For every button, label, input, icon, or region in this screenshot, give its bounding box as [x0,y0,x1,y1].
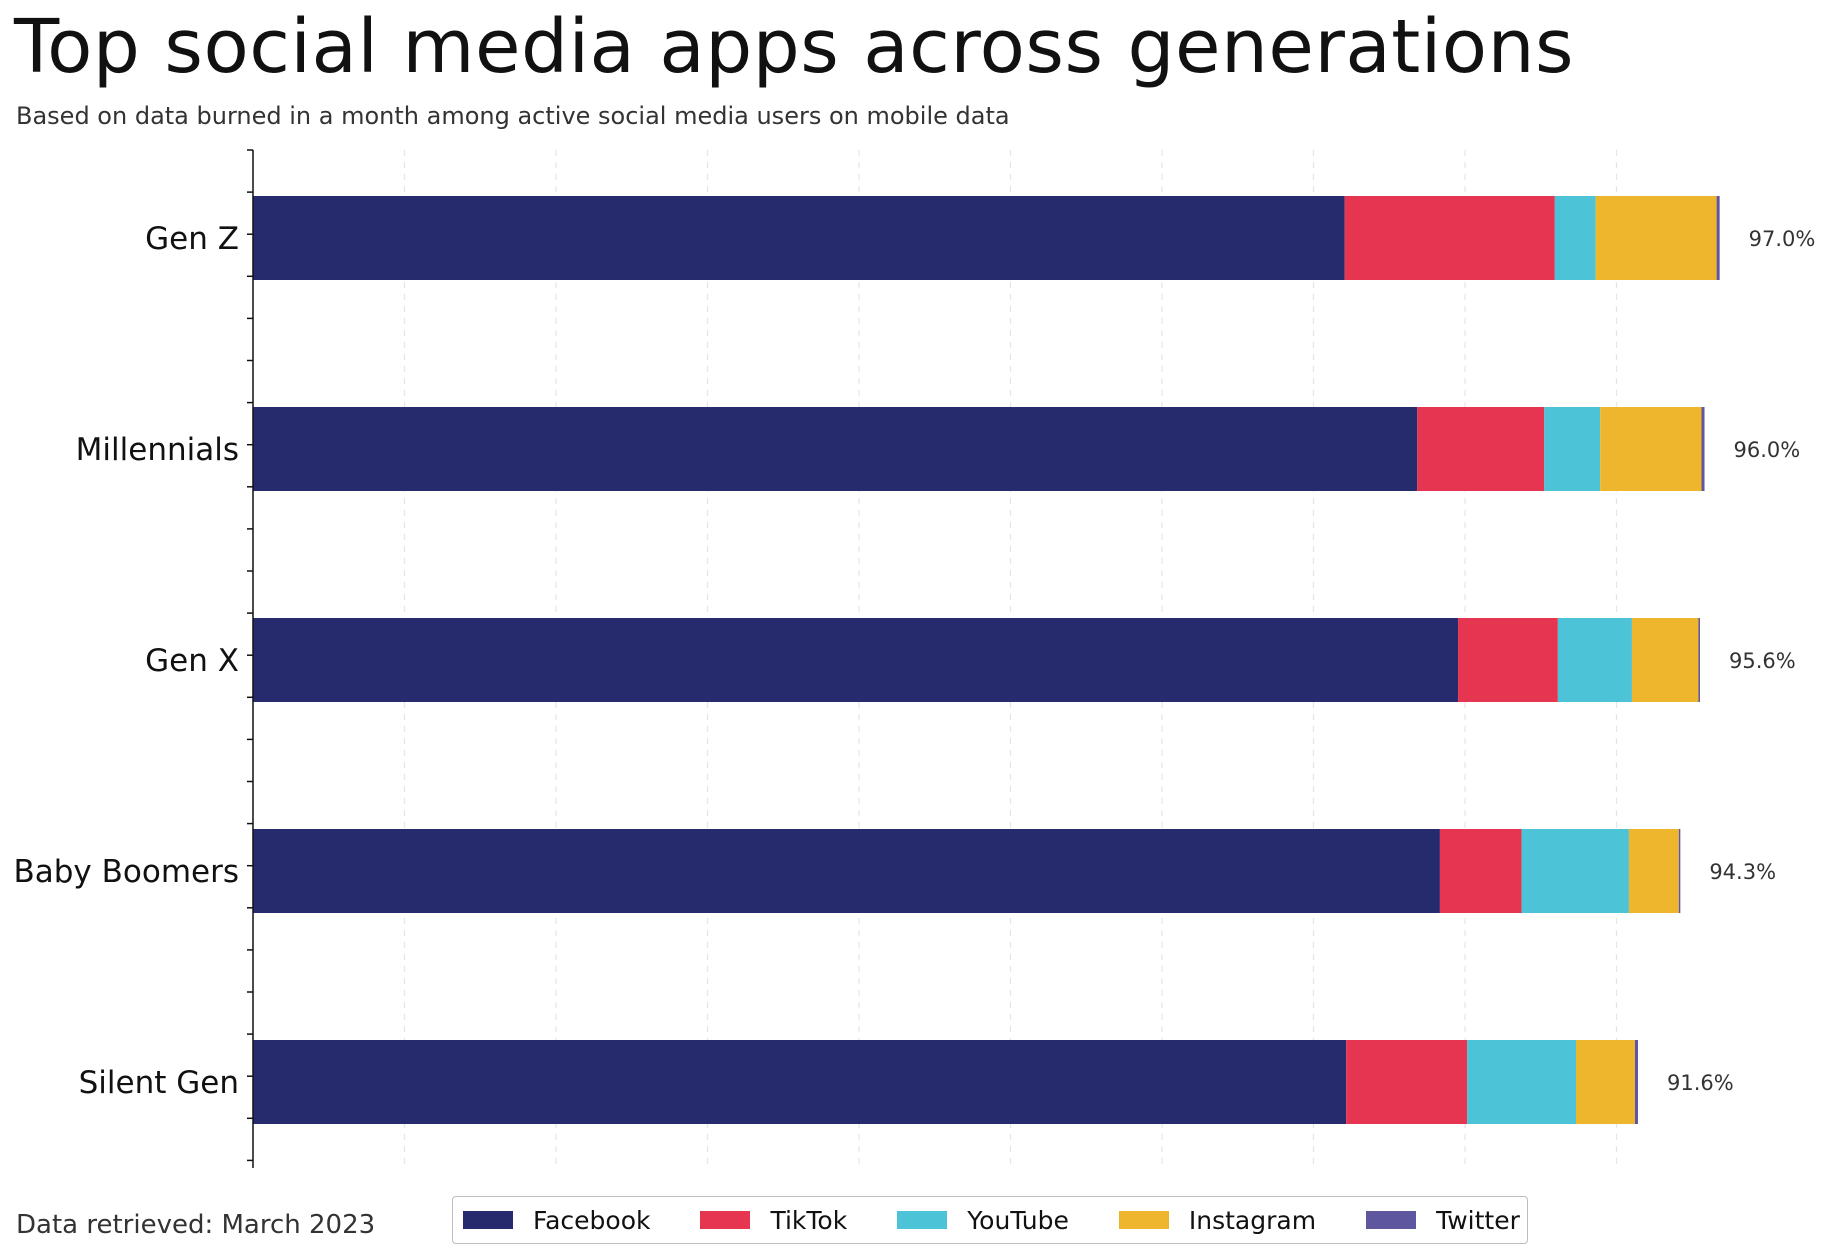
bar-segment-tiktok [1346,1040,1468,1124]
total-label: 94.3% [1709,860,1776,884]
bar-segment-twitter [1678,829,1681,913]
legend-item-tiktok: TikTok [700,1206,847,1235]
bars [253,196,1720,1124]
bar-segment-tiktok [1344,196,1555,280]
stacked-bar-chart: Gen Z Millennials Gen X Baby Boomers Silent … [13,149,1815,1168]
bar-segment-youtube [1544,407,1601,491]
total-label: 96.0% [1734,438,1801,462]
legend-label: Instagram [1188,1205,1317,1235]
bar-segment-twitter [1716,196,1720,280]
legend-item-twitter: Twitter [1366,1206,1520,1235]
bar-segment-facebook [253,618,1459,702]
bar-segment-tiktok [1417,407,1545,491]
bar-segment-tiktok [1458,618,1558,702]
category-label: Silent Gen [79,1065,239,1101]
bar-segment-facebook [253,196,1345,280]
bar-segment-instagram [1631,618,1699,702]
bar-segment-youtube [1467,1040,1576,1124]
bar-segment-twitter [1634,1040,1638,1124]
bar-segment-youtube [1557,618,1632,702]
bar-segment-instagram [1576,1040,1635,1124]
y-axis [247,149,254,1168]
bar-segment-facebook [253,1040,1347,1124]
total-label: 97.0% [1749,227,1816,251]
legend: Facebook TikTok YouTube Instagram Twitter [452,1196,1528,1244]
category-label: Baby Boomers [13,854,239,890]
bar-segment-instagram [1595,196,1717,280]
legend-label: Twitter [1436,1205,1520,1235]
footnote: Data retrieved: March 2023 [16,1210,376,1240]
bar-segment-instagram [1628,829,1679,913]
category-label: Millennials [76,432,239,468]
chart-title: Top social media apps across generations [14,4,1575,90]
bar-segment-tiktok [1439,829,1522,913]
category-label: Gen Z [145,221,239,257]
bar-segment-twitter [1698,618,1700,702]
legend-swatch [463,1211,513,1229]
legend-label: YouTube [967,1205,1069,1235]
legend-label: Facebook [533,1205,651,1235]
bar-segment-facebook [253,407,1418,491]
category-label: Gen X [145,643,239,679]
bar-segment-youtube [1554,196,1596,280]
total-label: 91.6% [1667,1071,1734,1095]
legend-swatch [1118,1211,1169,1229]
category-labels: Gen Z Millennials Gen X Baby Boomers Silent … [13,221,239,1101]
bar-segment-instagram [1600,407,1702,491]
legend-item-youtube: YouTube [897,1206,1069,1235]
legend-item-instagram: Instagram [1118,1205,1317,1235]
chart-subtitle: Based on data burned in a month among ac… [16,102,1010,130]
total-labels: 97.0% 96.0% 95.6% 94.3% 91.6% [1667,227,1815,1095]
legend-swatch [700,1211,751,1229]
bar-segment-twitter [1701,407,1705,491]
bar-segment-facebook [253,829,1440,913]
legend-item-facebook: Facebook [463,1206,650,1235]
legend-swatch [1366,1211,1417,1229]
legend-swatch [897,1211,948,1229]
total-label: 95.6% [1729,649,1796,673]
legend-label: TikTok [770,1205,848,1235]
bar-segment-youtube [1521,829,1629,913]
